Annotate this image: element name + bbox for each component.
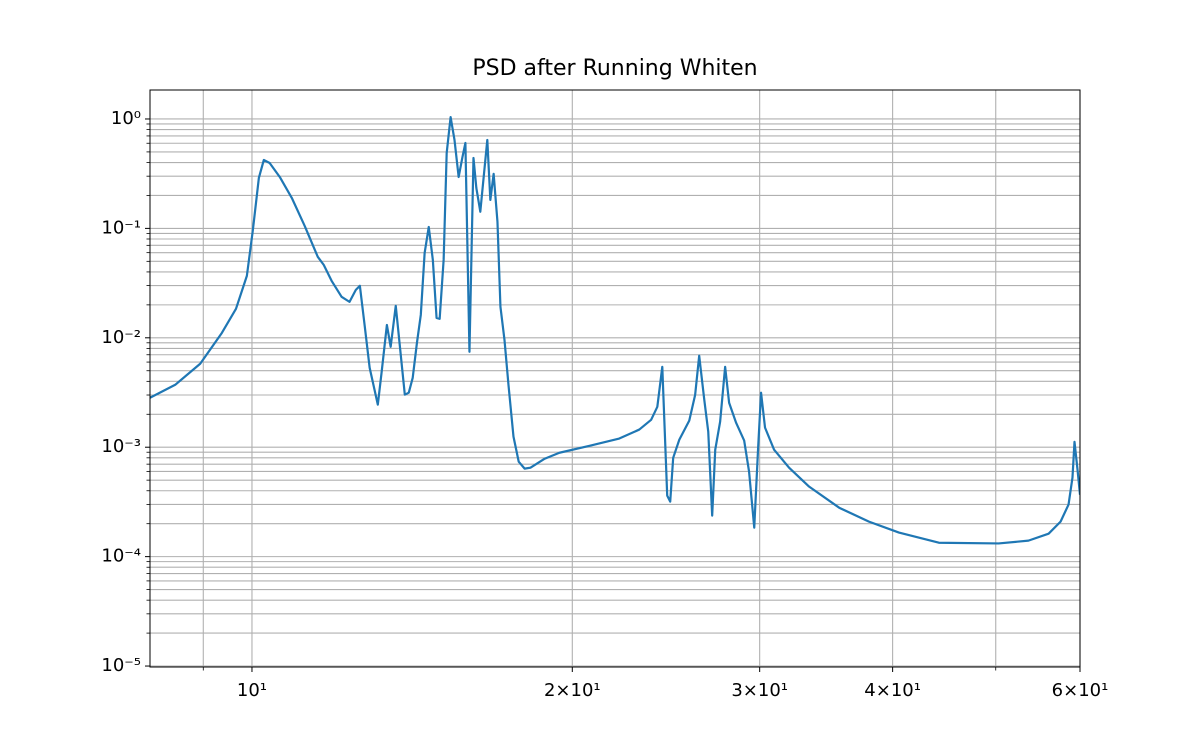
psd-line bbox=[150, 116, 1080, 545]
y-tick-label: 10⁻¹ bbox=[101, 217, 141, 238]
x-tick-label: 4×10¹ bbox=[864, 680, 921, 701]
x-tick-label: 10¹ bbox=[237, 680, 267, 701]
y-tick-label: 10⁰ bbox=[111, 108, 141, 129]
y-tick-label: 10⁻⁵ bbox=[101, 655, 141, 676]
plot-frame bbox=[149, 89, 1081, 668]
x-tick-label: 3×10¹ bbox=[731, 680, 788, 701]
x-tick-label: 2×10¹ bbox=[544, 680, 601, 701]
chart-title: PSD after Running Whiten bbox=[472, 56, 757, 81]
y-tick-label: 10⁻³ bbox=[101, 436, 141, 457]
x-tick-label: 6×10¹ bbox=[1052, 680, 1109, 701]
y-tick-label: 10⁻² bbox=[101, 327, 141, 348]
y-tick-label: 10⁻⁴ bbox=[101, 546, 141, 567]
